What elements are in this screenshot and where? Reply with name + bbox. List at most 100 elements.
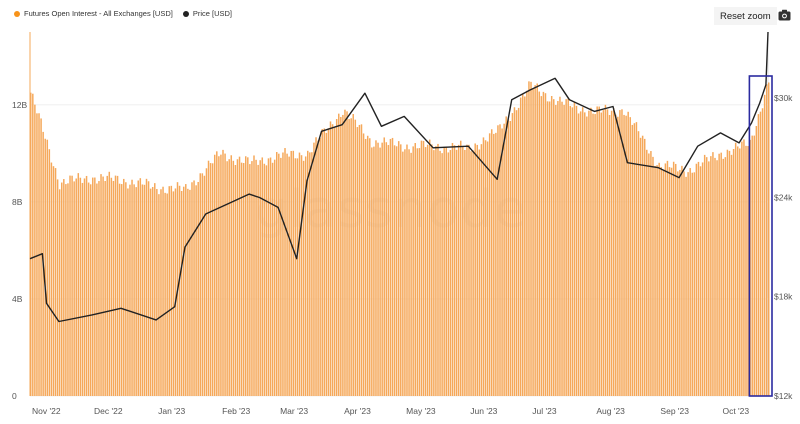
- bar: [195, 185, 197, 396]
- bar: [286, 153, 288, 396]
- bar: [71, 175, 73, 396]
- bar: [145, 178, 148, 396]
- bar: [127, 188, 129, 396]
- x-tick-label: Jul '23: [532, 406, 557, 416]
- bar: [639, 137, 642, 396]
- bar: [586, 116, 588, 396]
- bar: [437, 143, 439, 396]
- bar: [718, 153, 720, 396]
- bar: [441, 153, 443, 396]
- bar: [511, 113, 514, 396]
- bar: [604, 104, 607, 396]
- y-left-tick-label: 4B: [12, 294, 23, 304]
- bar: [170, 185, 173, 396]
- bar: [61, 182, 63, 396]
- bar: [284, 148, 286, 396]
- bar: [402, 151, 404, 396]
- bar: [563, 104, 565, 397]
- bar: [331, 124, 334, 397]
- bar: [476, 144, 479, 396]
- legend-item-price[interactable]: Price [USD]: [182, 9, 232, 18]
- bar: [466, 144, 468, 396]
- bar: [581, 107, 584, 397]
- bar: [224, 153, 226, 396]
- bar: [102, 176, 104, 396]
- bar: [315, 137, 317, 397]
- bar: [129, 184, 131, 396]
- bar: [672, 161, 675, 396]
- bar: [559, 96, 561, 397]
- reset-zoom-button[interactable]: Reset zoom: [714, 7, 777, 25]
- bar: [734, 142, 737, 396]
- y-right-tick-label: $18k: [774, 292, 793, 302]
- bar: [720, 152, 722, 396]
- bar: [73, 181, 75, 396]
- bar: [288, 156, 290, 396]
- bar: [710, 156, 712, 396]
- bar: [393, 145, 396, 396]
- bar: [373, 146, 375, 396]
- bar: [389, 138, 392, 397]
- bar: [569, 106, 572, 397]
- bar: [666, 160, 669, 396]
- bar: [98, 181, 100, 396]
- bar: [75, 178, 77, 396]
- bar: [544, 93, 547, 396]
- bar: [517, 107, 520, 396]
- bar: [577, 113, 580, 396]
- bar: [325, 132, 328, 397]
- bar: [207, 160, 210, 396]
- bar: [395, 146, 398, 396]
- bar: [730, 154, 733, 396]
- bar: [459, 140, 462, 396]
- bar: [629, 117, 631, 396]
- bar: [236, 159, 239, 396]
- camera-icon[interactable]: [778, 9, 791, 21]
- bar: [503, 123, 505, 396]
- bar: [199, 173, 202, 396]
- legend-item-open-interest[interactable]: Futures Open Interest - All Exchanges [U…: [14, 9, 173, 18]
- bar: [56, 179, 59, 396]
- bar: [590, 107, 592, 397]
- bar: [557, 101, 559, 396]
- bar: [594, 114, 596, 396]
- bar: [761, 108, 764, 396]
- bar: [189, 189, 191, 396]
- bar: [292, 150, 295, 396]
- bar: [445, 146, 448, 396]
- bar: [716, 160, 718, 396]
- bar: [633, 123, 636, 397]
- bar: [276, 152, 278, 396]
- bar: [747, 146, 749, 396]
- bar: [509, 121, 512, 396]
- bar: [753, 135, 756, 397]
- bar: [621, 109, 623, 397]
- bar: [290, 150, 292, 396]
- bar: [546, 101, 549, 397]
- bar: [755, 126, 758, 396]
- bar: [515, 110, 518, 396]
- bar: [650, 151, 652, 396]
- bar: [360, 124, 363, 396]
- bar: [34, 104, 36, 397]
- bar: [327, 128, 330, 396]
- bar: [164, 192, 166, 396]
- bar: [567, 98, 569, 396]
- bar: [524, 96, 526, 396]
- bar: [579, 111, 582, 396]
- legend: Futures Open Interest - All Exchanges [U…: [14, 9, 232, 18]
- bar: [108, 171, 111, 396]
- bar: [422, 140, 425, 396]
- bar: [298, 152, 301, 396]
- bar: [226, 161, 228, 396]
- y-right-tick-label: $12k: [774, 391, 793, 401]
- bar: [358, 124, 361, 397]
- y-right-tick-label: $30k: [774, 93, 793, 103]
- bar: [664, 163, 667, 396]
- bar: [87, 182, 90, 396]
- bar: [726, 149, 729, 396]
- bar: [36, 113, 38, 397]
- bar: [344, 109, 346, 397]
- highlight-box: [748, 75, 773, 397]
- bar: [643, 138, 646, 396]
